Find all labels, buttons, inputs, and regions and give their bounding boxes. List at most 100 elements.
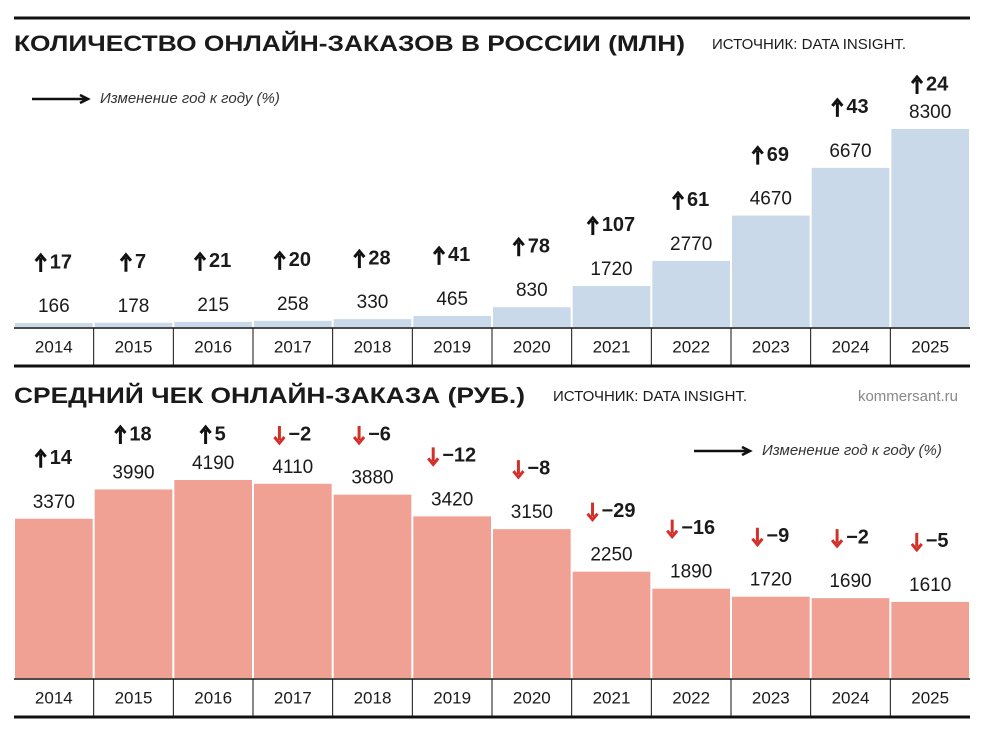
change-label: −12 (442, 445, 476, 467)
change-label: 21 (209, 250, 231, 272)
bar (493, 307, 571, 327)
change-arrow (193, 251, 207, 271)
bar (333, 319, 412, 327)
change-arrow (353, 248, 366, 269)
change-label: 20 (289, 249, 311, 271)
change-label: 18 (129, 423, 151, 445)
change-label: 24 (926, 73, 949, 95)
change-label-group: 5 (199, 423, 226, 445)
change-arrow (114, 424, 127, 444)
bar (891, 601, 969, 678)
bar (811, 167, 890, 327)
value-label: 2770 (670, 234, 712, 255)
change-label-group: −29 (586, 500, 635, 523)
x-tick-label: 2017 (274, 337, 312, 356)
x-tick-label: 2017 (274, 688, 312, 707)
x-tick-label: 2016 (194, 337, 232, 356)
change-arrow (830, 529, 844, 549)
value-label: 4670 (750, 189, 792, 210)
change-arrow (432, 245, 446, 265)
change-label-group: 17 (34, 251, 72, 273)
chart-title: СРЕДНИЙ ЧЕК ОНЛАЙН-ЗАКАЗА (РУБ.) (14, 383, 525, 408)
chart-source: ИСТОЧНИК: DATA INSIGHT. (553, 388, 747, 405)
bar (254, 320, 332, 327)
change-label-group: −6 (352, 423, 391, 446)
change-label: 61 (687, 189, 709, 211)
change-arrow (34, 448, 47, 468)
x-tick-label: 2019 (433, 337, 471, 356)
bar (333, 494, 412, 678)
x-tick-label: 2020 (513, 337, 551, 356)
change-arrow (512, 236, 525, 257)
bar (811, 598, 890, 678)
x-tick-label: 2024 (832, 337, 870, 356)
value-label: 1720 (590, 259, 632, 280)
change-label-group: 69 (751, 144, 789, 166)
x-tick-label: 2018 (354, 337, 392, 356)
change-arrow (671, 190, 685, 210)
change-label-group: −2 (273, 423, 311, 446)
value-label: 8300 (909, 102, 951, 123)
x-tick-label: 2015 (115, 688, 153, 707)
x-tick-label: 2022 (672, 688, 710, 707)
bar (732, 596, 810, 678)
x-tick-label: 2023 (752, 337, 790, 356)
value-label: 3990 (112, 462, 154, 483)
change-arrow (910, 74, 924, 94)
value-label: 215 (197, 295, 229, 316)
x-tick-label: 2019 (433, 688, 471, 707)
x-tick-label: 2015 (115, 337, 153, 356)
change-label: −16 (681, 517, 715, 539)
change-arrow (199, 424, 212, 444)
change-label-group: −9 (751, 525, 789, 548)
value-label: 6670 (829, 141, 871, 162)
x-tick-label: 2016 (194, 688, 232, 707)
change-label-group: 107 (586, 214, 635, 236)
change-label: 5 (215, 423, 226, 445)
change-label: 69 (767, 144, 789, 166)
change-label: 28 (368, 247, 390, 269)
value-label: 3420 (431, 489, 473, 510)
value-label: 4190 (192, 453, 234, 474)
change-arrow (512, 460, 525, 480)
bar (254, 483, 332, 678)
x-tick-label: 2023 (752, 688, 790, 707)
value-label: 1720 (750, 570, 792, 591)
change-arrow (119, 252, 133, 272)
bar (15, 518, 93, 678)
bar (652, 588, 730, 678)
value-label: 3370 (33, 492, 75, 513)
x-tick-label: 2018 (354, 688, 392, 707)
change-arrow (427, 447, 440, 467)
change-label: 7 (135, 251, 146, 273)
change-arrow (666, 519, 679, 540)
change-arrow (352, 426, 366, 446)
value-label: 330 (357, 292, 389, 313)
bar (413, 516, 491, 678)
change-arrow (831, 97, 844, 117)
change-label: 17 (50, 251, 72, 273)
bar (572, 571, 651, 678)
legend-arrow (32, 93, 91, 105)
change-label: −6 (368, 423, 391, 445)
change-label-group: −5 (910, 530, 949, 553)
change-arrow (34, 252, 47, 272)
change-arrow (586, 215, 599, 235)
change-label-group: 78 (512, 235, 550, 257)
value-label: 258 (277, 294, 309, 315)
change-label: −2 (288, 423, 311, 445)
change-label: 107 (602, 214, 635, 236)
change-label-group: 24 (910, 73, 949, 95)
value-label: 3880 (351, 468, 393, 489)
change-label: 41 (448, 244, 470, 266)
x-tick-label: 2022 (672, 337, 710, 356)
change-arrow (586, 502, 599, 523)
x-tick-label: 2014 (35, 688, 73, 707)
change-label-group: −16 (666, 517, 715, 540)
change-label: 14 (50, 447, 73, 469)
x-tick-label: 2025 (911, 688, 949, 707)
change-label: 43 (846, 96, 868, 118)
change-arrow (751, 527, 764, 548)
legend-label: Изменение год к году (%) (100, 90, 280, 107)
